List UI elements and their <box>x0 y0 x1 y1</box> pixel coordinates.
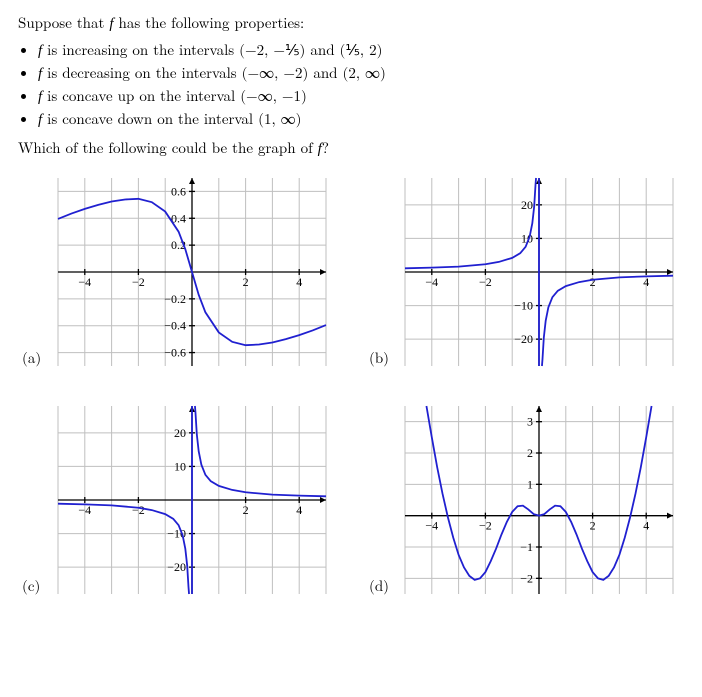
svg-text:4: 4 <box>643 519 649 533</box>
option-label: (b) <box>369 347 393 372</box>
chart-a: −4−2240.60.40.2−0.2−0.4−0.6 <box>52 172 332 372</box>
problem-lead: Suppose that f has the following propert… <box>18 12 684 33</box>
chart-grid: (a) −4−2240.60.40.2−0.2−0.4−0.6 (b) −4−2… <box>18 172 684 600</box>
svg-text:−4: −4 <box>425 519 438 533</box>
prop-intervals: (−∞, −1) <box>240 85 307 106</box>
property-item: f is increasing on the intervals (−2, −⅕… <box>38 39 684 60</box>
svg-text:−10: −10 <box>514 299 533 313</box>
option-label: (a) <box>22 347 46 372</box>
property-item: f is concave up on the interval (−∞, −1) <box>38 85 684 106</box>
chart-c: −4−2242010−10−20 <box>52 400 332 600</box>
svg-text:2: 2 <box>243 503 249 517</box>
svg-text:4: 4 <box>296 275 302 289</box>
svg-text:2: 2 <box>590 275 596 289</box>
chart-b: −4−2242010−10−20 <box>399 172 679 372</box>
svg-text:−20: −20 <box>514 332 533 346</box>
option-c: (c) −4−2242010−10−20 <box>22 400 333 600</box>
prop-intervals: (−2, −⅕) and (⅕, 2) <box>239 39 382 60</box>
property-item: f is decreasing on the intervals (−∞, −2… <box>38 62 684 83</box>
prop-text: is concave up on the interval <box>42 85 240 106</box>
option-b: (b) −4−2242010−10−20 <box>369 172 680 372</box>
svg-text:10: 10 <box>174 459 186 473</box>
chart-d: −4 −2 2 4 3 2 1 −1 −2 <box>399 400 679 600</box>
option-d: (d) −4 −2 2 4 3 2 1 −1 −2 <box>369 400 680 600</box>
svg-text:20: 20 <box>174 426 186 440</box>
prop-intervals: (1, ∞) <box>258 108 301 129</box>
svg-text:2: 2 <box>527 446 533 460</box>
lead-text: Suppose that <box>18 12 109 33</box>
option-label: (c) <box>22 575 46 600</box>
svg-text:0.6: 0.6 <box>171 184 186 198</box>
svg-text:−2: −2 <box>479 275 492 289</box>
svg-text:−2: −2 <box>520 571 533 585</box>
svg-text:−2: −2 <box>132 275 145 289</box>
prop-text: is concave down on the interval <box>42 108 258 129</box>
option-a: (a) −4−2240.60.40.2−0.2−0.4−0.6 <box>22 172 333 372</box>
svg-text:−2: −2 <box>132 503 145 517</box>
option-label: (d) <box>369 575 393 600</box>
svg-text:−0.2: −0.2 <box>164 292 186 306</box>
svg-text:−0.6: −0.6 <box>164 346 186 360</box>
svg-text:−1: −1 <box>520 540 533 554</box>
svg-text:20: 20 <box>521 198 533 212</box>
lead-tail: has the following properties: <box>114 12 305 33</box>
prop-text: is decreasing on the intervals <box>42 62 241 83</box>
svg-text:−0.4: −0.4 <box>164 319 186 333</box>
svg-text:−4: −4 <box>78 275 91 289</box>
question-text: Which of the following could be the grap… <box>18 137 684 158</box>
property-item: f is concave down on the interval (1, ∞) <box>38 108 684 129</box>
svg-text:−2: −2 <box>479 519 492 533</box>
svg-text:2: 2 <box>590 519 596 533</box>
svg-text:1: 1 <box>527 477 533 491</box>
property-list: f is increasing on the intervals (−2, −⅕… <box>38 39 684 129</box>
prop-text: is increasing on the intervals <box>42 39 239 60</box>
question-tail: ? <box>322 137 329 158</box>
svg-text:−4: −4 <box>425 275 438 289</box>
svg-text:2: 2 <box>243 275 249 289</box>
svg-text:−20: −20 <box>167 560 186 574</box>
svg-text:4: 4 <box>296 503 302 517</box>
prop-intervals: (−∞, −2) and (2, ∞) <box>242 62 386 83</box>
question-lead: Which of the following could be the grap… <box>18 137 318 158</box>
svg-text:3: 3 <box>527 415 533 429</box>
